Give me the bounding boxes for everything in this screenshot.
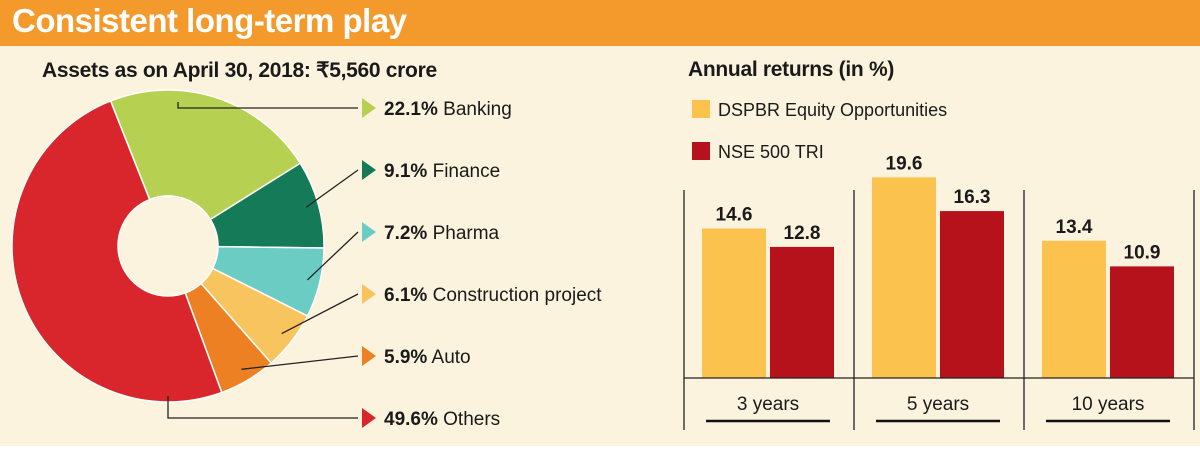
data-label-nse-500-tri-3-years: 12.8 [784, 223, 821, 244]
x-tick-label-10-years: 10 years [1072, 394, 1145, 415]
data-label-dspbr-equity-opportunities-3-years: 14.6 [716, 204, 753, 225]
leader-line-banking [177, 102, 358, 109]
sector-donut-chart: 22.1% Banking 9.1% Finance 7.2% Pharma 6.1%… [11, 89, 602, 430]
legend-marker-others [362, 408, 376, 428]
x-tick-label-5-years: 5 years [907, 394, 969, 415]
bar-nse-500-tri-3-years [770, 246, 834, 378]
legend-label-construction-project: 6.1% Construction project [384, 285, 602, 306]
leader-line-finance [305, 169, 359, 208]
bar-dspbr-equity-opportunities-10-years [1042, 240, 1106, 378]
legend-label-banking: 22.1% Banking [384, 99, 512, 120]
legend-marker-construction-project [362, 284, 376, 304]
legend-label-dspbr-equity-opportunities: DSPBR Equity Opportunities [718, 100, 947, 120]
donut-slice-banking [109, 89, 302, 221]
data-label-nse-500-tri-10-years: 10.9 [1124, 242, 1161, 263]
leader-line-others [167, 396, 358, 419]
bar-dspbr-equity-opportunities-3-years [702, 228, 766, 378]
bar-dspbr-equity-opportunities-5-years [872, 177, 936, 378]
legend-swatch-nse-500-tri [692, 142, 710, 160]
returns-bar-chart: DSPBR Equity Opportunities NSE 500 TRI 14.… [683, 100, 1195, 430]
data-label-dspbr-equity-opportunities-5-years: 19.6 [886, 153, 923, 174]
bar-nse-500-tri-10-years [1110, 266, 1174, 378]
data-label-nse-500-tri-5-years: 16.3 [954, 187, 991, 208]
donut-slice-others [11, 99, 223, 403]
x-tick-label-3-years: 3 years [737, 394, 799, 415]
footer-strip [0, 446, 1200, 450]
page-title: Consistent long-term play [12, 2, 407, 39]
legend-marker-auto [362, 346, 376, 366]
legend-marker-banking [362, 98, 376, 118]
legend-label-auto: 5.9% Auto [384, 347, 471, 368]
legend-label-others: 49.6% Others [384, 409, 500, 430]
header-banner: Consistent long-term play [0, 0, 1200, 46]
leader-line-construction-project [281, 293, 359, 335]
leader-line-pharma [307, 231, 359, 281]
legend-swatch-dspbr-equity-opportunities [692, 100, 710, 118]
legend-marker-pharma [362, 222, 376, 242]
bar-chart-title: Annual returns (in %) [688, 58, 895, 81]
pie-chart-title: Assets as on April 30, 2018: ₹5,560 cror… [42, 59, 437, 82]
bar-nse-500-tri-5-years [940, 211, 1004, 378]
legend-label-nse-500-tri: NSE 500 TRI [718, 142, 824, 162]
legend-label-pharma: 7.2% Pharma [384, 223, 500, 244]
legend-marker-finance [362, 160, 376, 180]
leader-line-auto [241, 355, 359, 370]
data-label-dspbr-equity-opportunities-10-years: 13.4 [1056, 217, 1093, 238]
legend-label-finance: 9.1% Finance [384, 161, 500, 182]
